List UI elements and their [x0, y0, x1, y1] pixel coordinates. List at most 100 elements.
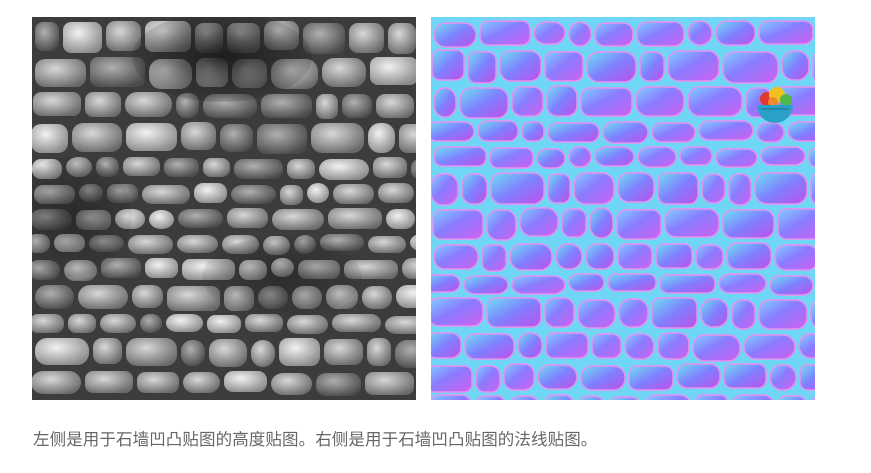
- stone: [591, 333, 622, 359]
- stone: [324, 339, 363, 365]
- stone: [503, 363, 535, 391]
- stone: [586, 51, 637, 83]
- stone: [778, 395, 806, 400]
- stone: [715, 148, 758, 168]
- stone: [568, 21, 592, 47]
- stone: [411, 159, 416, 180]
- stone: [35, 285, 74, 309]
- stone: [655, 243, 693, 269]
- stone: [367, 338, 391, 366]
- stone: [183, 372, 220, 393]
- stone: [464, 333, 515, 360]
- stone: [676, 363, 721, 389]
- stone: [303, 23, 345, 54]
- stone: [521, 121, 545, 142]
- stone: [378, 183, 414, 203]
- stone: [433, 244, 479, 270]
- food-bowl-icon[interactable]: [753, 85, 797, 129]
- stone: [651, 122, 696, 143]
- stone: [388, 23, 416, 54]
- stone: [695, 244, 724, 270]
- stone: [376, 94, 414, 118]
- height-map-stones: [32, 17, 416, 400]
- stone: [164, 158, 199, 177]
- stone: [555, 243, 583, 270]
- stone: [370, 57, 416, 85]
- stone: [799, 364, 815, 391]
- stone: [589, 207, 614, 239]
- stone: [718, 273, 767, 294]
- stone: [580, 87, 633, 117]
- stone: [731, 299, 756, 330]
- stone: [519, 207, 559, 237]
- stone: [715, 20, 756, 46]
- stone: [617, 243, 653, 270]
- stone: [316, 94, 338, 119]
- stone: [386, 209, 415, 229]
- stone: [463, 275, 509, 295]
- stone: [624, 333, 655, 360]
- stone: [602, 121, 649, 144]
- stone: [616, 209, 662, 240]
- stone: [32, 314, 64, 333]
- normal-map-stones: [431, 17, 815, 400]
- stone: [209, 339, 247, 367]
- stone: [431, 394, 472, 400]
- stone: [137, 372, 179, 393]
- stone: [547, 173, 571, 204]
- stone: [810, 396, 815, 400]
- stone: [234, 159, 283, 179]
- stone: [90, 57, 145, 87]
- stone: [467, 51, 497, 84]
- stone: [142, 185, 190, 204]
- stone: [373, 157, 407, 178]
- stone: [72, 123, 122, 152]
- stone: [561, 208, 587, 238]
- stone: [637, 146, 677, 168]
- height-map-image: [32, 17, 416, 400]
- stone: [32, 124, 68, 153]
- stone: [573, 172, 615, 205]
- stone: [431, 365, 473, 393]
- stone: [178, 209, 223, 228]
- stone: [509, 243, 553, 271]
- stone: [489, 147, 534, 169]
- stone: [194, 183, 227, 203]
- stone: [651, 297, 698, 329]
- stone: [319, 159, 369, 180]
- stone: [743, 334, 796, 360]
- stone: [499, 50, 542, 82]
- stone: [544, 51, 584, 82]
- stone: [667, 50, 720, 82]
- stone: [106, 21, 141, 51]
- stone: [568, 273, 605, 292]
- stone: [758, 299, 808, 330]
- stone: [251, 340, 275, 367]
- stone: [181, 122, 216, 150]
- stone: [769, 275, 814, 296]
- image-caption: 左侧是用于石墙凹凸贴图的高度贴图。右侧是用于石墙凹凸贴图的法线贴图。: [33, 430, 598, 449]
- stone: [35, 338, 89, 365]
- stone: [585, 243, 615, 270]
- stone: [33, 92, 81, 116]
- stone: [475, 365, 501, 393]
- stone: [431, 49, 465, 81]
- stone: [461, 173, 488, 205]
- stone: [245, 314, 283, 332]
- stone: [322, 58, 366, 87]
- stone: [490, 172, 545, 205]
- stone: [477, 120, 519, 142]
- stone: [128, 235, 173, 254]
- stone: [756, 122, 785, 143]
- stone: [511, 275, 566, 295]
- stone: [123, 157, 160, 176]
- stone: [459, 87, 509, 119]
- stone: [787, 121, 815, 142]
- stone: [808, 147, 815, 168]
- stone: [63, 22, 102, 53]
- stone: [544, 394, 574, 400]
- stone: [181, 340, 205, 366]
- stone: [698, 120, 754, 141]
- stone: [402, 258, 416, 279]
- stone: [362, 286, 392, 309]
